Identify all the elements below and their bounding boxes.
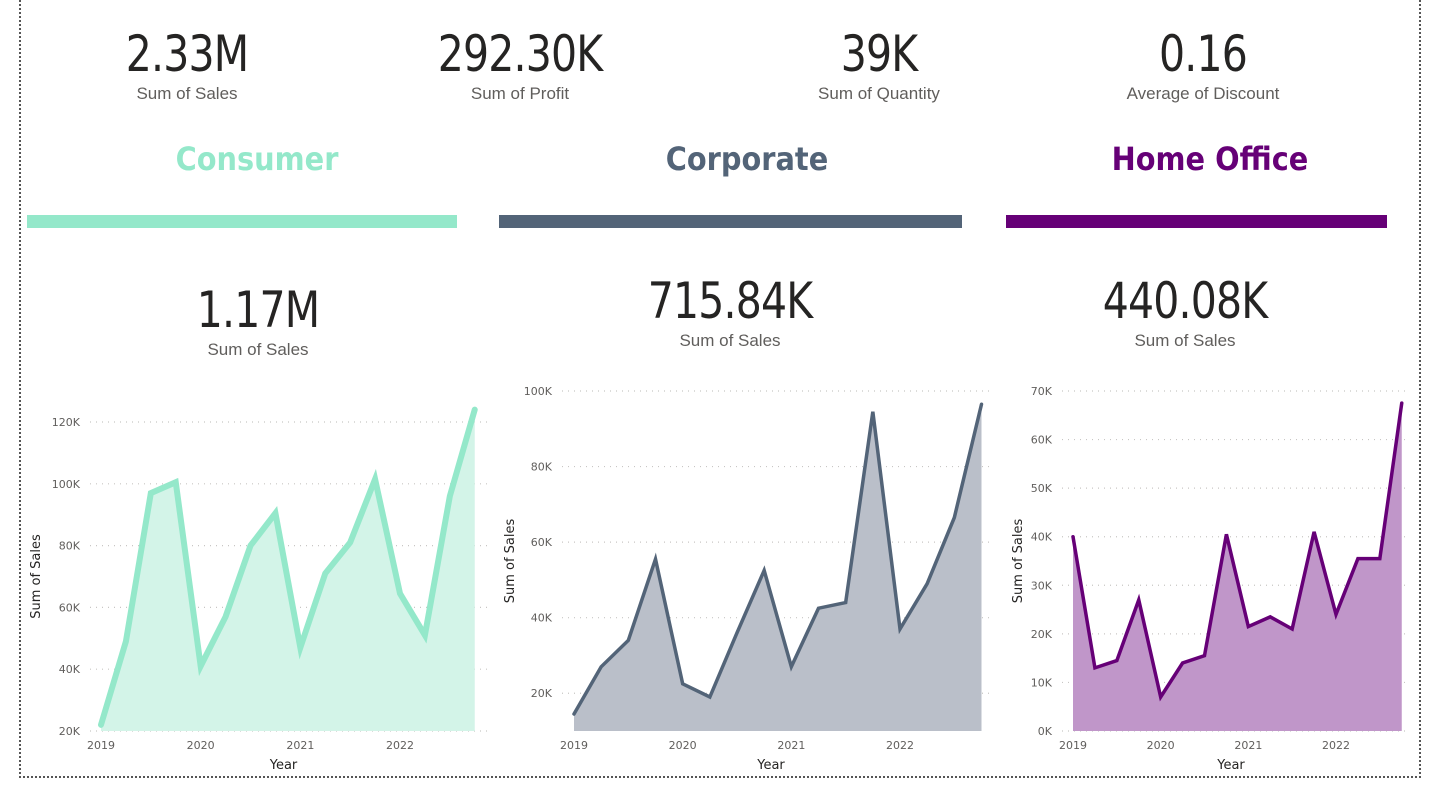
y-tick-label: 80K — [531, 461, 553, 474]
y-tick-label: 10K — [1031, 676, 1053, 689]
segment-title-home-office: Home Office — [1111, 140, 1309, 178]
y-tick-label: 120K — [52, 416, 81, 429]
kpi-value: 292.30K — [437, 25, 603, 83]
x-tick-label: 2019 — [1059, 739, 1087, 752]
kpi-label: Sum of Quantity — [818, 84, 940, 103]
y-tick-label: 30K — [1031, 579, 1053, 592]
y-tick-label: 40K — [59, 663, 81, 676]
segment-bar-home-office — [1006, 215, 1387, 228]
x-tick-label: 2021 — [1234, 739, 1262, 752]
y-tick-label: 20K — [531, 687, 553, 700]
series-line — [1071, 401, 1404, 702]
segment-kpi-home-office[interactable]: 440.08K Sum of Sales — [1065, 273, 1305, 351]
x-axis-title: Year — [269, 758, 298, 773]
y-tick-label: 0K — [1038, 725, 1053, 738]
y-tick-label: 20K — [1031, 628, 1053, 641]
y-tick-label: 80K — [59, 540, 81, 553]
x-tick-label: 2019 — [560, 739, 588, 752]
kpi-value: 39K — [840, 25, 918, 83]
kpi-value: 440.08K — [1102, 272, 1268, 330]
y-axis-title: Sum of Sales — [1011, 519, 1026, 604]
segment-bar-corporate — [499, 215, 962, 228]
area-fill — [101, 409, 475, 731]
y-tick-label: 50K — [1031, 482, 1053, 495]
dashboard-frame — [19, 0, 1421, 778]
y-tick-label: 60K — [59, 601, 81, 614]
x-axis-title: Year — [1216, 758, 1245, 773]
x-tick-label: 2021 — [777, 739, 805, 752]
y-tick-label: 100K — [524, 385, 553, 398]
kpi-label: Sum of Sales — [679, 331, 781, 350]
kpi-label: Sum of Sales — [136, 84, 238, 103]
kpi-value: 715.84K — [647, 272, 813, 330]
segment-kpi-corporate[interactable]: 715.84K Sum of Sales — [610, 273, 850, 351]
y-axis-title: Sum of Sales — [29, 534, 44, 619]
kpi-label: Sum of Sales — [1134, 331, 1236, 350]
x-axis-title: Year — [756, 758, 785, 773]
y-axis-title: Sum of Sales — [503, 519, 518, 604]
kpi-value: 0.16 — [1158, 25, 1248, 83]
kpi-label: Average of Discount — [1126, 84, 1280, 103]
kpi-value: 1.17M — [196, 281, 320, 339]
y-tick-label: 20K — [59, 725, 81, 738]
kpi-label: Sum of Profit — [470, 84, 570, 103]
x-tick-label: 2021 — [286, 739, 314, 752]
area-fill — [574, 404, 982, 731]
kpi-card-sales[interactable]: 2.33M Sum of Sales — [87, 26, 287, 104]
y-tick-label: 100K — [52, 478, 81, 491]
y-tick-label: 60K — [1031, 434, 1053, 447]
series-line — [98, 406, 478, 728]
segment-bar-consumer — [27, 215, 457, 228]
x-tick-label: 2019 — [87, 739, 115, 752]
x-tick-label: 2022 — [1322, 739, 1350, 752]
kpi-value: 2.33M — [125, 25, 249, 83]
y-tick-label: 60K — [531, 536, 553, 549]
segment-title-consumer: Consumer — [175, 140, 339, 178]
kpi-card-quantity[interactable]: 39K Sum of Quantity — [779, 26, 979, 104]
kpi-card-discount[interactable]: 0.16 Average of Discount — [1093, 26, 1313, 104]
kpi-label: Sum of Sales — [207, 340, 309, 359]
kpi-card-profit[interactable]: 292.30K Sum of Profit — [400, 26, 640, 104]
segment-title-corporate: Corporate — [665, 140, 829, 178]
y-tick-label: 70K — [1031, 385, 1053, 398]
x-tick-label: 2020 — [187, 739, 215, 752]
x-tick-label: 2022 — [886, 739, 914, 752]
segment-kpi-consumer[interactable]: 1.17M Sum of Sales — [158, 282, 358, 360]
area-fill — [1073, 403, 1402, 731]
x-tick-label: 2020 — [669, 739, 697, 752]
y-tick-label: 40K — [1031, 531, 1053, 544]
series-line — [572, 402, 984, 716]
x-tick-label: 2022 — [386, 739, 414, 752]
x-tick-label: 2020 — [1147, 739, 1175, 752]
y-tick-label: 40K — [531, 612, 553, 625]
